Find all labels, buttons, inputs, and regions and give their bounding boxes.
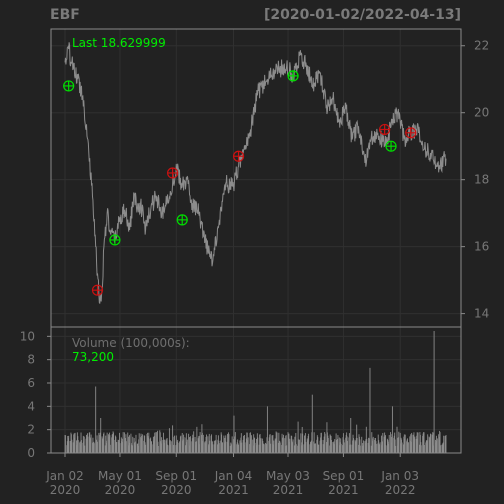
volume-panel-frame bbox=[50, 326, 462, 454]
date-tick-year: 2020 bbox=[105, 483, 136, 497]
price-tick-label: 22 bbox=[474, 39, 489, 53]
volume-tick-label: 4 bbox=[27, 399, 35, 413]
price-grid bbox=[51, 29, 461, 453]
date-tick-year: 2020 bbox=[161, 483, 192, 497]
date-tick-year: 2021 bbox=[218, 483, 249, 497]
date-tick-label: Jan 03 bbox=[380, 469, 419, 483]
chart-date-range: [2020-01-02/2022-04-13] bbox=[264, 7, 461, 23]
buy-marker bbox=[287, 70, 299, 82]
date-tick-year: 2020 bbox=[50, 483, 81, 497]
sell-marker bbox=[379, 123, 391, 136]
date-tick-label: Jan 04 bbox=[214, 469, 253, 483]
date-tick-label: Jan 02 bbox=[45, 469, 84, 483]
last-price-label: Last 18.629999 bbox=[72, 36, 166, 50]
date-tick-label: Sep 01 bbox=[155, 469, 197, 483]
price-tick-label: 20 bbox=[474, 106, 489, 120]
volume-tick-label: 0 bbox=[27, 446, 35, 460]
price-series bbox=[64, 42, 447, 304]
date-tick-year: 2021 bbox=[328, 483, 359, 497]
volume-tick-label: 10 bbox=[20, 329, 35, 343]
date-tick-year: 2021 bbox=[273, 483, 304, 497]
buy-marker bbox=[385, 140, 397, 152]
date-tick-year: 2022 bbox=[385, 483, 416, 497]
date-tick-label: Sep 01 bbox=[323, 469, 365, 483]
trade-markers bbox=[63, 70, 417, 296]
price-line bbox=[64, 42, 447, 304]
chart-symbol: EBF bbox=[50, 7, 80, 23]
volume-bars bbox=[64, 331, 447, 453]
price-tick-label: 16 bbox=[474, 240, 489, 254]
volume-tick-label: 2 bbox=[27, 423, 35, 437]
volume-tick-label: 8 bbox=[27, 353, 35, 367]
price-axis: 14 16 18 20 22 bbox=[461, 39, 489, 321]
volume-tick-label: 6 bbox=[27, 376, 35, 390]
volume-label: Volume (100,000s): bbox=[72, 336, 190, 350]
price-tick-label: 14 bbox=[474, 307, 489, 321]
price-tick-label: 18 bbox=[474, 173, 489, 187]
volume-last-value: 73,200 bbox=[72, 350, 114, 364]
date-tick-label: May 03 bbox=[266, 469, 310, 483]
date-tick-label: May 01 bbox=[98, 469, 142, 483]
sell-marker bbox=[405, 127, 417, 139]
buy-marker bbox=[63, 80, 75, 92]
sell-marker bbox=[91, 284, 104, 296]
volume-axis: 0 2 4 6 8 10 bbox=[20, 329, 51, 460]
sell-marker bbox=[232, 150, 245, 162]
buy-marker bbox=[109, 234, 121, 246]
buy-marker bbox=[176, 214, 188, 226]
sell-marker bbox=[167, 167, 179, 179]
